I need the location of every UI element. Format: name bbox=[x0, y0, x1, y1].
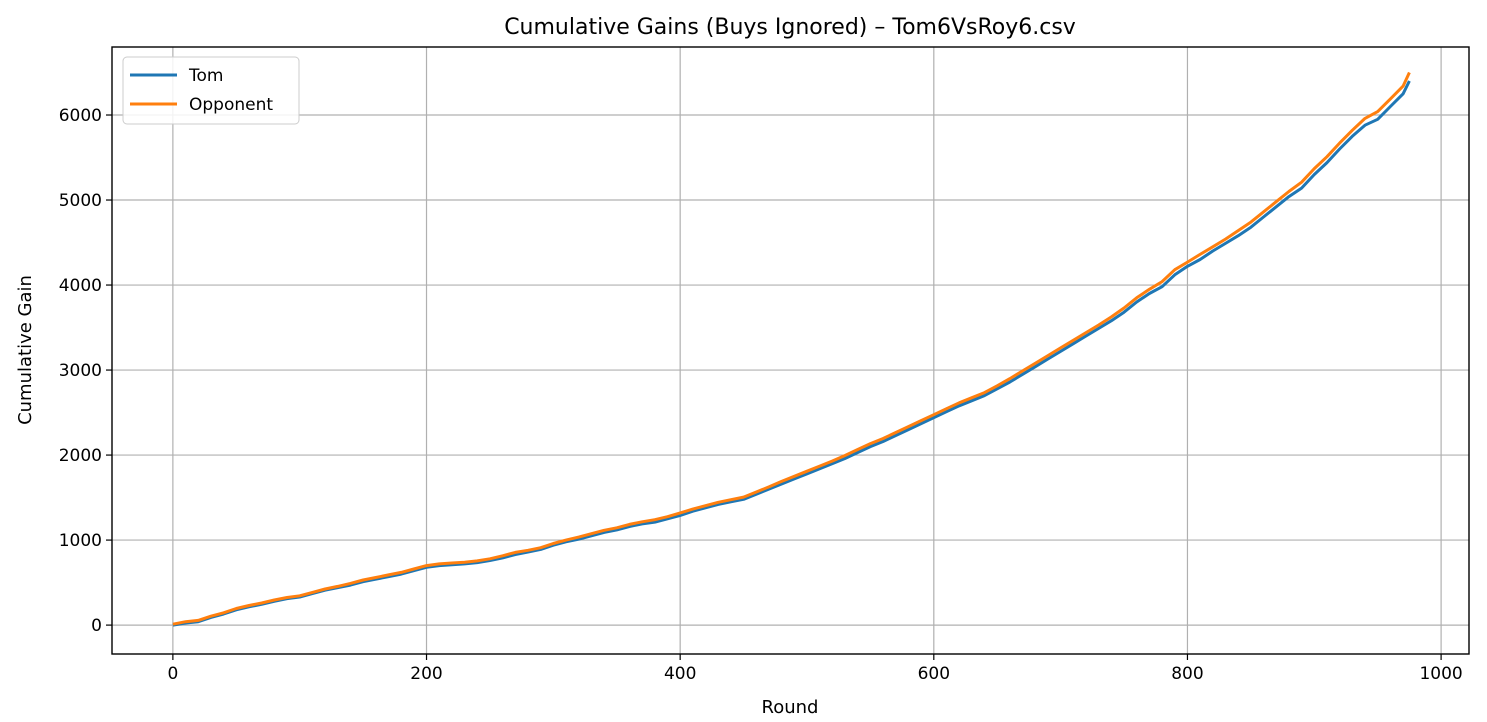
x-tick-label: 400 bbox=[664, 664, 696, 684]
series-lines bbox=[172, 71, 1411, 627]
y-tick-label: 3000 bbox=[59, 361, 102, 381]
x-axis-label: Round bbox=[762, 697, 819, 718]
x-tick-label: 800 bbox=[1171, 664, 1203, 684]
x-tick-label: 600 bbox=[918, 664, 950, 684]
y-tick-label: 0 bbox=[91, 616, 102, 636]
y-tick-label: 2000 bbox=[59, 446, 102, 466]
y-axis-label: Cumulative Gain bbox=[15, 275, 36, 425]
plot-frame bbox=[111, 46, 1470, 655]
axis-ticks: 0 200 400 600 800 1000 0 1000 2000 3000 4000 5000 60… bbox=[59, 106, 1463, 684]
y-tick-label: 1000 bbox=[59, 531, 102, 551]
x-tick-label: 200 bbox=[410, 664, 442, 684]
grid-lines bbox=[112, 47, 1469, 654]
chart-title: Cumulative Gains (Buys Ignored) – Tom6Vs… bbox=[504, 15, 1076, 40]
legend-label-tom: Tom bbox=[188, 66, 223, 86]
series-line-opponent bbox=[172, 71, 1411, 626]
legend-label-opponent: Opponent bbox=[189, 95, 273, 115]
series-line-tom bbox=[172, 80, 1411, 627]
y-tick-label: 6000 bbox=[59, 106, 102, 126]
legend: Tom Opponent bbox=[122, 56, 300, 125]
x-tick-label: 0 bbox=[167, 664, 178, 684]
y-tick-label: 4000 bbox=[59, 276, 102, 296]
y-tick-label: 5000 bbox=[59, 191, 102, 211]
x-tick-label: 1000 bbox=[1419, 664, 1462, 684]
